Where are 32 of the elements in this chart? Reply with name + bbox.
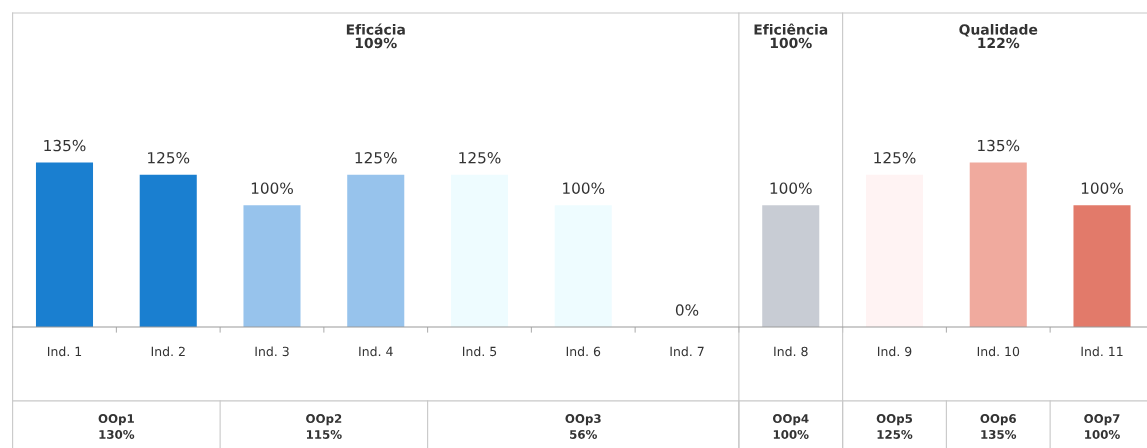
data-label: 125% [874, 151, 916, 164]
data-label: 135% [978, 139, 1020, 152]
x-tick-label: Ind. 7 [670, 346, 704, 357]
x-tick-label: Ind. 10 [977, 346, 1020, 357]
x-tick-label: Ind. 3 [255, 346, 289, 357]
data-label: 100% [251, 182, 293, 194]
text: Eficácia 109% [346, 23, 405, 49]
data-label: 0% [675, 304, 699, 316]
text: OOp1 130% [98, 414, 135, 439]
text: OOp7 100% [1084, 414, 1120, 439]
data-label: 135% [44, 139, 86, 152]
data-label: 125% [459, 151, 501, 164]
x-tick-label: Ind. 1 [48, 346, 82, 357]
text: OOp2 115% [306, 414, 342, 439]
data-label: 125% [148, 151, 190, 164]
x-tick-label: Ind. 6 [566, 346, 601, 357]
data-label: 100% [770, 182, 812, 194]
text: OOp6 135% [980, 414, 1017, 439]
data-label: 125% [355, 151, 397, 164]
text: OOp5 125% [876, 414, 913, 439]
x-tick-label: Ind. 8 [774, 346, 808, 357]
x-tick-label: Ind. 5 [463, 346, 497, 357]
x-tick-label: Ind. 9 [878, 346, 912, 357]
text: OOp3 56% [565, 414, 601, 439]
data-label: 100% [563, 182, 605, 194]
x-tick-label: Ind. 11 [1081, 346, 1123, 357]
x-tick-label: Ind. 2 [151, 346, 185, 357]
x-tick-label: Ind. 4 [359, 346, 393, 357]
text: OOp4 100% [772, 414, 809, 439]
text: Eficiência 100% [754, 23, 828, 49]
text: Qualidade 122% [959, 23, 1038, 49]
data-label: 100% [1081, 182, 1123, 194]
